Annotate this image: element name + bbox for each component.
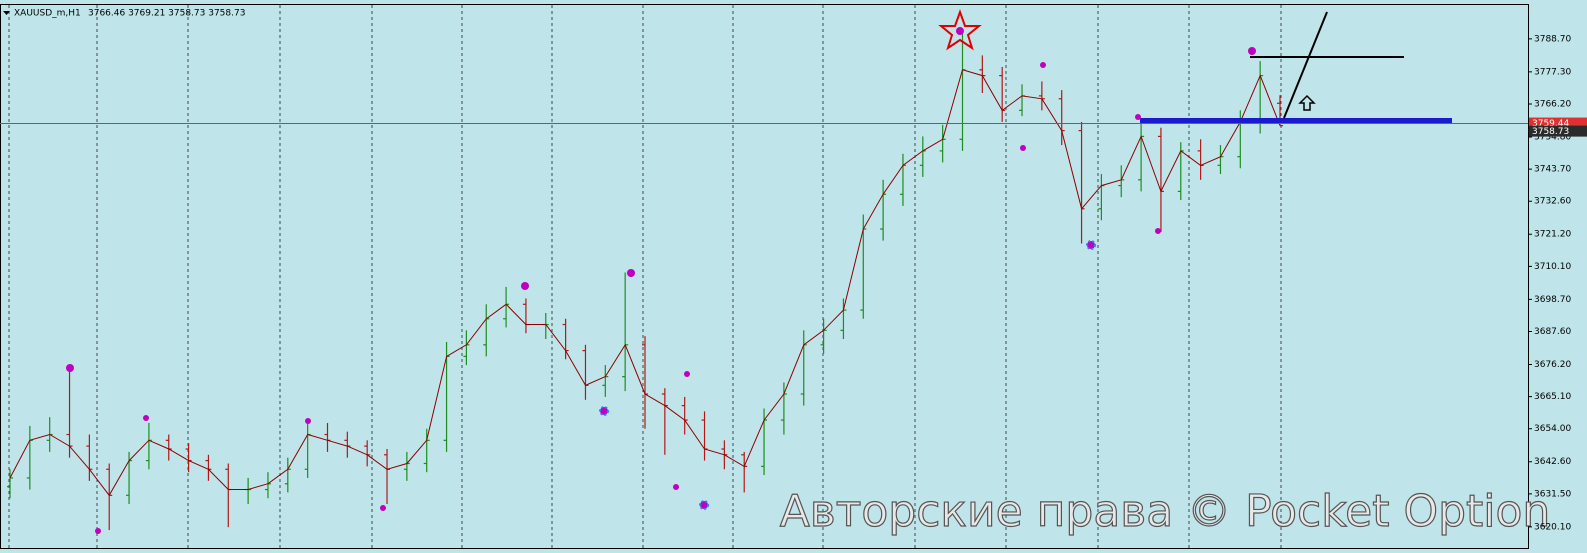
fractal (1086, 240, 1096, 250)
fractal (66, 364, 74, 372)
y-tick-label: 3665.10 (1534, 392, 1571, 402)
y-tick-label: 3676.20 (1534, 360, 1571, 370)
fractal (305, 418, 311, 424)
fractal (1248, 47, 1256, 55)
fractal (1135, 114, 1141, 120)
price-label-box (1529, 117, 1587, 129)
fractal (599, 406, 609, 416)
current-price-label: 3758.73 (1532, 127, 1569, 137)
y-tick-label: 3620.10 (1534, 522, 1571, 532)
fractal (143, 415, 149, 421)
fractal (684, 371, 690, 377)
bars (7, 29, 1283, 531)
fractal (673, 484, 679, 490)
menu-arrow (3, 11, 10, 15)
fractal (699, 500, 709, 510)
y-tick-label: 3642.60 (1534, 457, 1571, 467)
y-tick-label: 3654.00 (1534, 424, 1571, 434)
y-tick-label: 3766.20 (1534, 99, 1571, 109)
close-line (9, 69, 1281, 497)
quote: 3766.46 3769.21 3758.73 3758.73 (88, 9, 245, 19)
current-price-box (1529, 125, 1587, 137)
zone (1140, 118, 1452, 124)
plot-frame (0, 4, 1529, 549)
symbol: XAUUSD_m,H1 (14, 9, 81, 19)
fractal (1155, 228, 1161, 234)
separators (8, 5, 1282, 548)
y-tick-label: 3788.70 (1534, 34, 1571, 44)
star-marker (938, 9, 982, 51)
fractal (627, 269, 635, 277)
watermark: Авторские права © Pocket Option (780, 486, 1551, 537)
bar (423, 428, 430, 473)
y-tick-label: 3710.10 (1534, 262, 1571, 272)
fractal (521, 282, 529, 290)
drawn-line (1283, 11, 1328, 119)
y-tick-label: 3732.60 (1534, 197, 1571, 207)
fractal (95, 528, 101, 534)
y-tick-label: 3743.70 (1534, 165, 1571, 175)
y-tick-label: 3687.60 (1534, 327, 1571, 337)
fractals (66, 27, 1256, 534)
bar (840, 298, 847, 340)
fractal (956, 27, 964, 35)
fractal (1040, 62, 1046, 68)
arrow-icon (1298, 94, 1316, 111)
y-tick-label: 3754.80 (1534, 132, 1571, 142)
fractal (380, 505, 386, 511)
fractal (1020, 145, 1026, 151)
price-label: 3759.44 (1532, 119, 1569, 129)
y-tick-label: 3721.20 (1534, 230, 1571, 240)
y-tick-label: 3698.70 (1534, 295, 1571, 305)
y-tick-label: 3777.30 (1534, 67, 1571, 77)
y-tick-label: 3631.50 (1534, 489, 1571, 499)
